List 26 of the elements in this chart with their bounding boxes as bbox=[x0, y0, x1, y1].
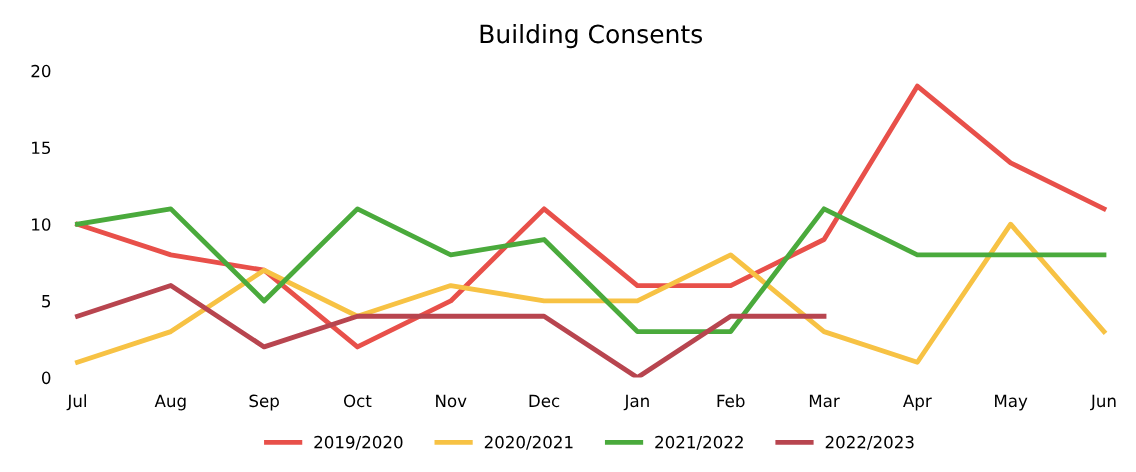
legend-label: 2020/2021 bbox=[484, 435, 573, 450]
y-tick-label: 0 bbox=[41, 371, 51, 385]
line-series bbox=[75, 221, 1107, 365]
x-tick-label: Apr bbox=[903, 394, 932, 411]
legend-label: 2021/2022 bbox=[655, 435, 743, 450]
x-tick-label: May bbox=[995, 394, 1028, 411]
line-series bbox=[75, 206, 1107, 335]
y-tick-label: 15 bbox=[32, 141, 51, 155]
x-tick-label: Dec bbox=[529, 394, 560, 408]
x-tick-label: Feb bbox=[717, 394, 745, 408]
x-tick-label: Jul bbox=[66, 394, 86, 411]
x-tick-label: Jun bbox=[1090, 394, 1116, 411]
x-tick-label: Sep bbox=[249, 394, 279, 411]
x-tick-label: Aug bbox=[154, 394, 186, 411]
x-tick-label: Oct bbox=[343, 394, 372, 408]
y-tick-label: 20 bbox=[31, 64, 51, 78]
line-series bbox=[75, 283, 827, 378]
x-tick-label: Mar bbox=[809, 394, 840, 408]
y-tick-label: 10 bbox=[32, 218, 51, 231]
legend-label: 2022/2023 bbox=[825, 435, 914, 450]
line-series bbox=[75, 83, 1107, 350]
chart-title: Building Consents bbox=[480, 24, 703, 49]
x-tick-label: Jan bbox=[623, 394, 649, 411]
x-tick-label: Nov bbox=[436, 394, 467, 408]
y-tick-label: 5 bbox=[42, 295, 51, 308]
legend-label: 2019/2020 bbox=[314, 435, 403, 450]
